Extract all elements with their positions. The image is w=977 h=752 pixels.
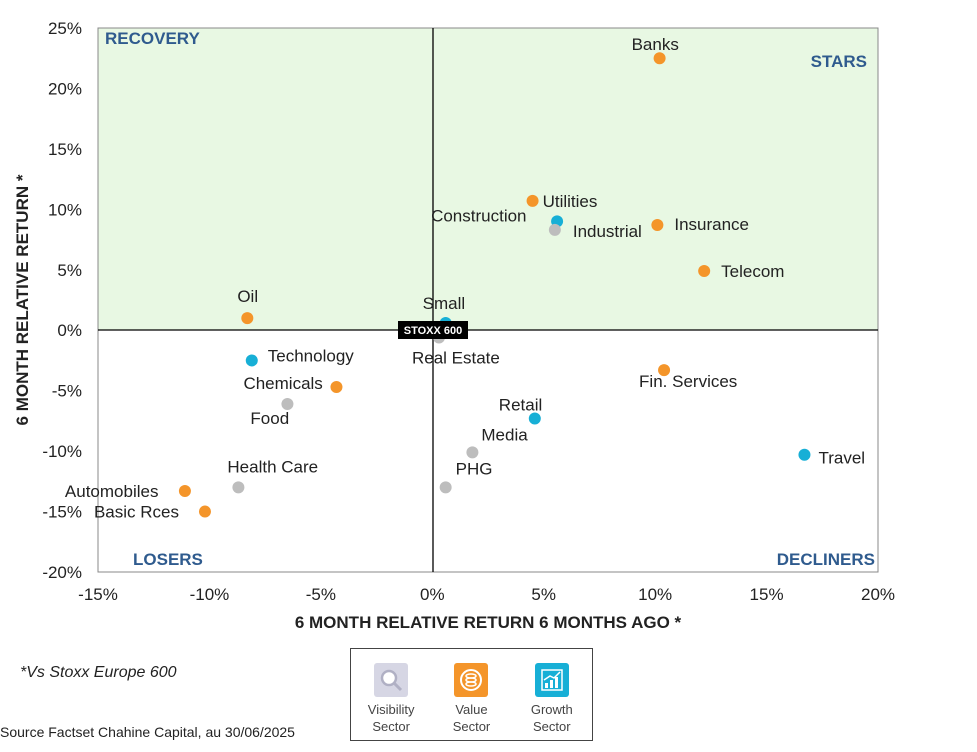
footnote: *Vs Stoxx Europe 600 [20,664,177,681]
point-phg [439,481,452,494]
point-basic-rces [198,505,211,518]
quadrant-label-losers: LOSERS [133,550,203,569]
y-axis-title: 6 MONTH RELATIVE RETURN * [13,174,32,425]
point-travel [798,448,811,461]
y-tick-label: 20% [48,79,82,98]
y-tick-label: 0% [57,321,82,340]
plot-frame [97,27,879,573]
label-health-care: Health Care [227,457,318,476]
label-media: Media [481,425,528,444]
y-tick-label: -20% [42,563,82,582]
label-industrial: Industrial [573,222,642,241]
scatter-chart: -15% -10% -5% 0% 5% 10% 15% 20% -20% -15% -10% -5% 0… [13,19,895,632]
source-note: Source Factset Chahine Capital, au 30/06… [0,724,295,740]
y-tick-label: 15% [48,140,82,159]
point-telecom [698,264,711,277]
label-oil: Oil [237,287,258,306]
y-tick-label: -15% [42,503,82,522]
label-small: Small [423,294,466,313]
legend-visibility-line2: Sector [372,719,410,734]
x-tick-label: 5% [531,585,556,604]
label-insurance: Insurance [674,215,749,234]
point-banks [653,52,666,65]
label-utilities: Utilities [543,192,598,211]
x-tick-label: -15% [78,585,118,604]
point-media [466,446,479,459]
y-tick-label: 10% [48,200,82,219]
legend-visibility-line1: Visibility [367,702,415,717]
magnifier-icon [374,663,409,697]
point-industrial [548,223,561,236]
label-real-estate: Real Estate [412,348,500,367]
x-axis-title: 6 MONTH RELATIVE RETURN 6 MONTHS AGO * [295,613,682,632]
point-technology [245,354,258,367]
legend-value-line1: Value [455,702,488,717]
label-technology: Technology [268,346,355,365]
label-banks: Banks [632,35,679,54]
quadrant-label-stars: STARS [811,52,867,71]
x-tick-label: -5% [306,585,336,604]
x-tick-label: 20% [861,585,895,604]
label-fin-services: Fin. Services [639,372,737,391]
label-automobiles: Automobiles [65,482,159,501]
point-automobiles [178,485,191,498]
x-tick-label: 10% [638,585,672,604]
point-health-care [232,481,245,494]
y-tick-label: -10% [42,442,82,461]
growth-chart-icon [534,663,569,697]
label-food: Food [250,409,289,428]
legend-value-line2: Sector [452,719,491,734]
x-tick-label: 15% [750,585,784,604]
label-travel: Travel [818,449,865,468]
label-retail: Retail [499,395,542,414]
quadrant-label-recovery: RECOVERY [105,29,200,48]
point-chemicals [330,381,343,394]
label-construction: Construction [431,206,526,225]
coin-stack-icon [454,663,489,697]
quadrant-label-decliners: DECLINERS [777,550,875,569]
legend-item-visibility: Visibility Sector [354,663,428,740]
point-oil [241,312,254,325]
y-tick-label: 25% [48,19,82,38]
legend: Visibility Sector Value Sector Growth Se… [350,648,593,741]
point-food [281,397,294,410]
benchmark-badge: STOXX 600 [398,321,468,339]
legend-item-growth: Growth Sector [515,663,589,740]
point-utilities [526,194,539,207]
label-chemicals: Chemicals [243,374,322,393]
legend-item-value: Value Sector [434,663,508,740]
label-phg: PHG [456,459,493,478]
label-basic-rces: Basic Rces [94,503,179,522]
point-insurance [651,219,664,232]
point-retail [528,412,541,425]
legend-growth-line1: Growth [530,702,573,717]
y-tick-label: -5% [52,382,82,401]
x-tick-label: -10% [190,585,230,604]
x-tick-label: 0% [420,585,445,604]
label-telecom: Telecom [721,262,784,281]
legend-growth-line2: Sector [533,719,571,734]
y-tick-label: 5% [57,261,82,280]
point-fin-services [658,364,671,377]
benchmark-label: STOXX 600 [404,325,463,337]
positive-return-area [98,28,878,330]
